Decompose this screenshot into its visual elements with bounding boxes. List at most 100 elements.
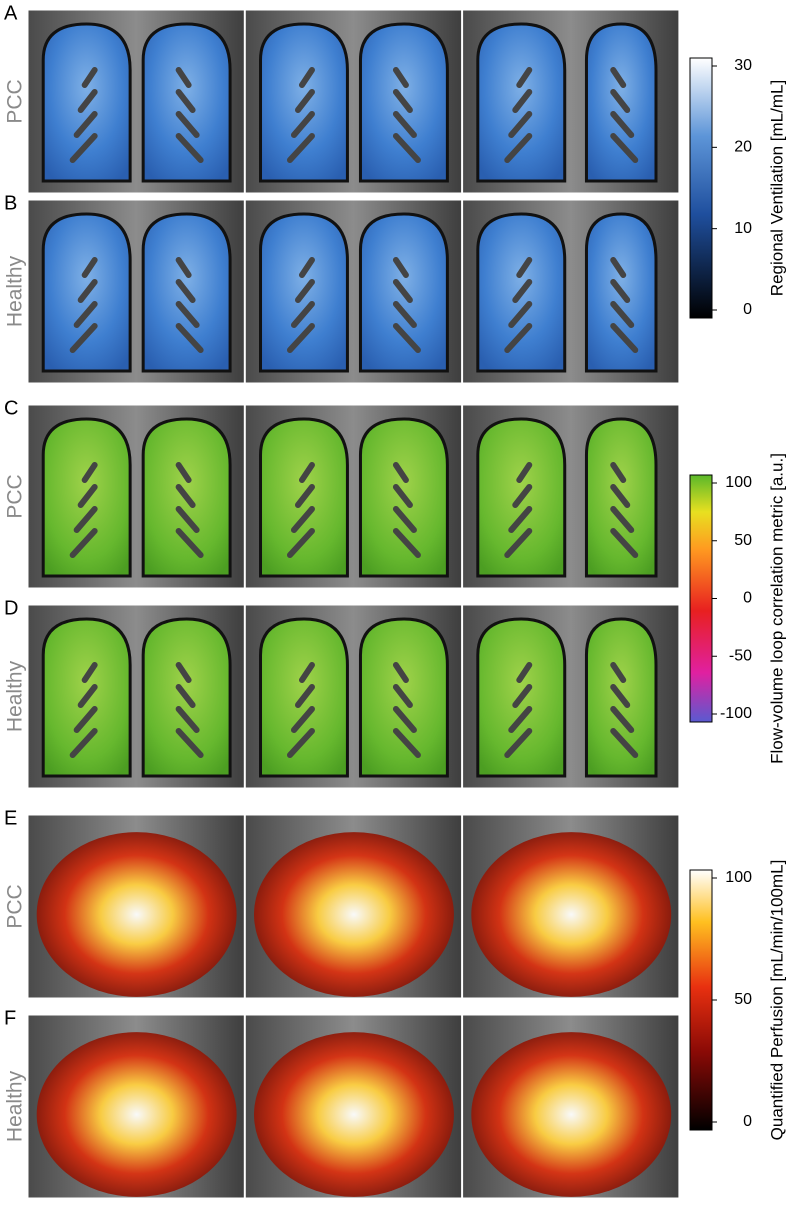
perfusion [36,1032,237,1197]
airway [392,257,409,278]
airway [290,301,315,328]
airway [392,89,413,113]
image-frame [27,199,245,384]
airway [286,133,315,163]
airway [69,528,98,558]
airway [610,323,639,353]
airway [392,728,421,758]
airway [73,111,98,138]
airway [392,528,421,558]
airway [175,506,200,533]
airway [504,728,533,758]
airway [392,706,417,733]
airway [294,684,315,708]
airway [610,684,631,708]
airway [392,67,409,88]
airway [504,133,533,163]
airway [298,257,315,278]
airway [290,506,315,533]
image-frame [244,814,463,999]
panel-letter: D [4,597,18,619]
panel-letter: E [4,807,17,829]
airway [504,528,533,558]
airway [81,462,98,483]
tick-label: 50 [734,991,752,1008]
tick-label: 50 [734,532,752,549]
airway [77,484,98,508]
airway [77,89,98,113]
airway [81,257,98,278]
panel-letter: C [4,397,18,419]
image-frame [244,604,463,789]
airway [175,462,192,483]
airway [175,279,196,303]
image-frame [244,199,463,384]
airway [610,484,631,508]
airway [516,462,533,483]
image-frame [244,9,463,194]
airway [290,111,315,138]
airway [294,279,315,303]
tick-label: 0 [743,590,752,607]
row-label: PCC [4,884,27,928]
image-frame [462,814,680,999]
perfusion [471,1032,672,1197]
airway [392,484,413,508]
tick-label: -50 [729,647,752,664]
airway [73,301,98,328]
airway [73,506,98,533]
airway [610,662,627,683]
airway [81,67,98,88]
airway [392,506,417,533]
airway [392,684,413,708]
image-frame [462,199,680,384]
airway [175,484,196,508]
airway [73,706,98,733]
airway [512,89,533,113]
airway [610,279,631,303]
image-frame [27,814,245,999]
colorbar-title: Regional Ventilation [mL/mL] [767,80,786,296]
airway [175,67,192,88]
airway [610,67,627,88]
row-label: Healthy [4,1070,27,1142]
airway [69,728,98,758]
airway [298,462,315,483]
image-frame [462,604,680,789]
tick-label: 20 [734,139,752,156]
airway [610,528,639,558]
airway [392,462,409,483]
airway [175,257,192,278]
airway [175,111,200,138]
panels: A PCC B Healthy C PCC D Healthy E PCC F Healthy [4,2,680,1199]
row-label: PCC [4,79,27,123]
airway [175,706,200,733]
image-frame [462,1014,680,1199]
airway [392,279,413,303]
colorbars: 0 10 20 30 Regional Ventilation [mL/mL] -100 -… [689,57,786,1140]
airway [610,462,627,483]
airway [290,706,315,733]
image-frame [27,404,245,589]
airway [69,133,98,163]
tick-label: 10 [734,220,752,237]
tick-label: 100 [725,869,752,886]
airway [175,301,200,328]
airway [610,301,635,328]
row-label: PCC [4,474,27,518]
airway [77,684,98,708]
row-label: Healthy [4,660,27,732]
panel-letter: B [4,192,17,214]
airway [81,662,98,683]
panel-letter: F [4,1007,16,1029]
perfusion [471,832,672,997]
airway [610,89,631,113]
image-frame [27,1014,245,1199]
row-label: Healthy [4,255,27,327]
perfusion [253,1032,454,1197]
airway [610,133,639,163]
airway [392,301,417,328]
panel-letter: A [4,2,18,24]
image-frame [27,604,245,789]
airway [175,684,196,708]
